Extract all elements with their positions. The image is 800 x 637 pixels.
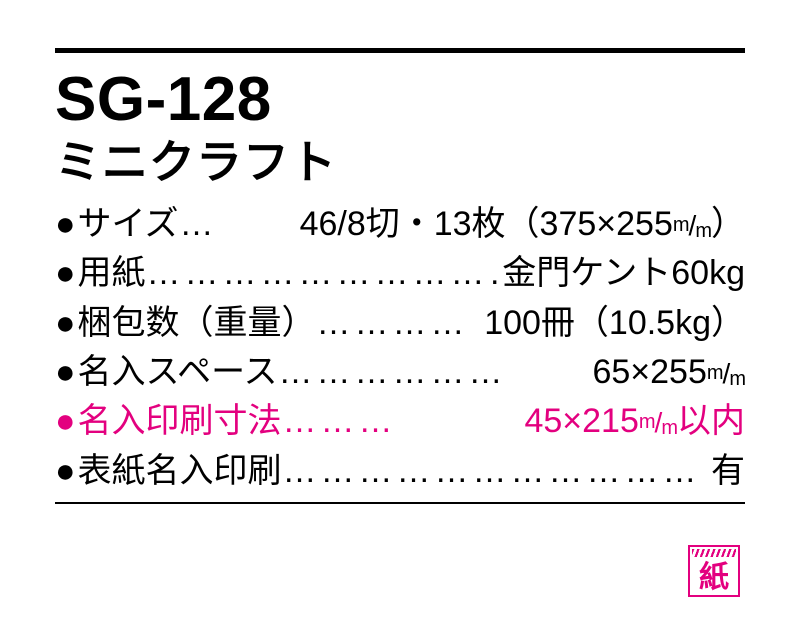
spec-value-prefix: 有 [711, 452, 745, 490]
spec-value-prefix: 65×255 [592, 353, 706, 391]
mm-unit: m/m [639, 407, 677, 438]
spec-value-prefix: 金門ケント60kg [502, 254, 745, 292]
spec-label: サイズ [78, 200, 179, 249]
product-code: SG-128 [55, 69, 745, 131]
spec-value-prefix: 46/8切・13枚（375×255 [300, 205, 673, 243]
stamp-hatch-icon [692, 549, 736, 557]
mm-unit: m/m [673, 210, 711, 241]
spec-row: ●名入スペース………………65×255m/m [55, 348, 745, 397]
spec-row: ●名入印刷寸法……… 45×215m/m以内 [55, 397, 745, 446]
spec-row: ●用紙………………………… 金門ケント60kg [55, 249, 745, 298]
top-rule [55, 48, 745, 53]
spec-value-suffix: 以内 [677, 402, 745, 440]
bullet-icon: ● [55, 299, 76, 348]
mm-unit: m/m [707, 358, 745, 389]
bullet-icon: ● [55, 397, 76, 446]
product-name: ミニクラフト [55, 135, 745, 190]
spec-label: 名入スペース [78, 348, 278, 397]
spec-value: 45×215m/m以内 [524, 397, 745, 446]
bottom-rule [55, 502, 745, 504]
leader-dots: … [180, 200, 299, 249]
spec-label: 表紙名入印刷 [78, 447, 282, 496]
spec-value: 金門ケント60kg [502, 249, 745, 298]
bullet-icon: ● [55, 249, 76, 298]
spec-row: ●梱包数（重量）…………100冊（10.5kg） [55, 299, 745, 348]
spec-value: 100冊（10.5kg） [484, 299, 745, 348]
spec-label: 用紙 [78, 249, 146, 298]
spec-label: 梱包数（重量） [78, 299, 316, 348]
spec-list: ●サイズ… 46/8切・13枚（375×255m/m）●用紙…………………………… [55, 200, 745, 496]
leader-dots: ………………………… [147, 249, 502, 298]
bullet-icon: ● [55, 348, 76, 397]
spec-value: 有 [711, 447, 745, 496]
bullet-icon: ● [55, 200, 76, 249]
leader-dots: ……… [283, 397, 524, 446]
spec-value-prefix: 45×215 [524, 402, 638, 440]
spec-row: ●サイズ… 46/8切・13枚（375×255m/m） [55, 200, 745, 249]
leader-dots: …………………………… [283, 447, 710, 496]
leader-dots: ……………… [278, 348, 591, 397]
spec-value: 46/8切・13枚（375×255m/m） [300, 200, 745, 249]
spec-value-suffix: ） [711, 205, 745, 243]
spec-label: 名入印刷寸法 [78, 397, 282, 446]
stamp-text: 紙 [699, 563, 729, 593]
spec-value: 65×255m/m [592, 348, 745, 397]
spec-row: ●表紙名入印刷……………………………有 [55, 447, 745, 496]
bullet-icon: ● [55, 447, 76, 496]
spec-value-prefix: 100冊（10.5kg） [484, 304, 745, 342]
paper-stamp: 紙 [688, 545, 740, 597]
leader-dots: ………… [317, 299, 484, 348]
